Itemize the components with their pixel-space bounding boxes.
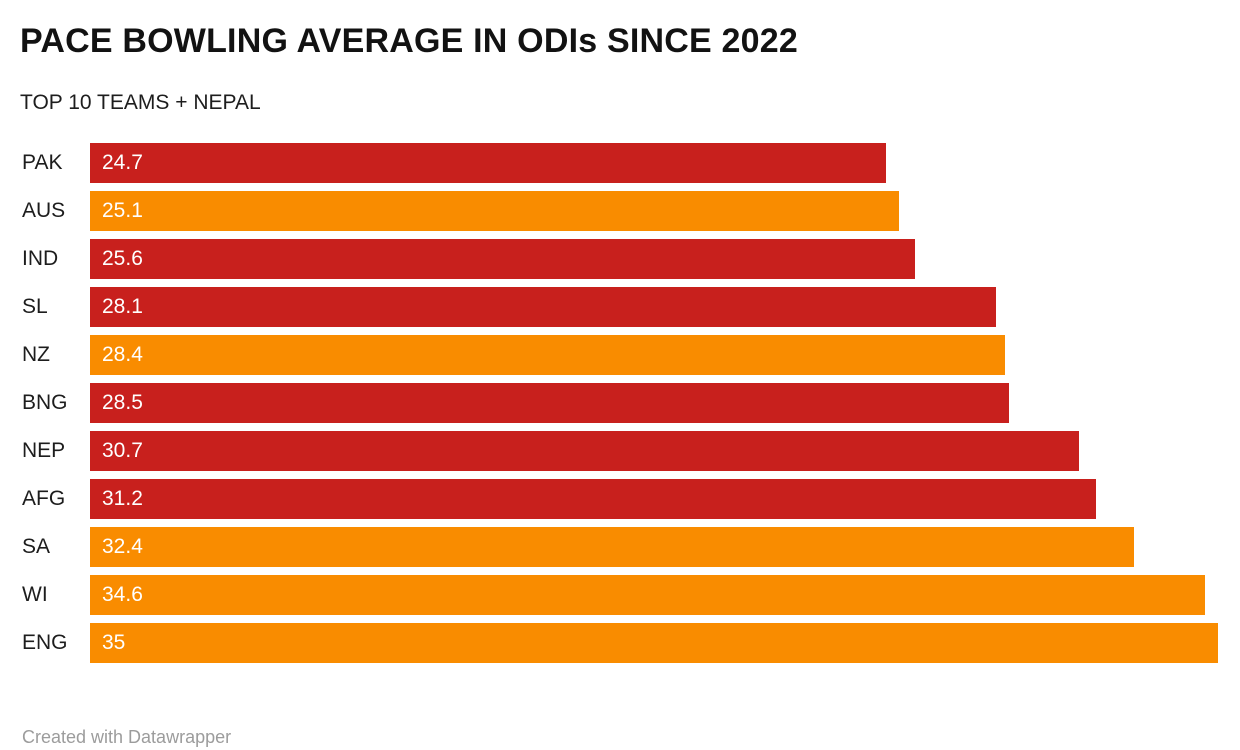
bar: 28.1 <box>90 287 996 327</box>
category-label: PAK <box>22 151 63 174</box>
value-label: 30.7 <box>102 439 143 462</box>
bar-track: 28.4 <box>90 335 1218 375</box>
value-label: 25.6 <box>102 247 143 270</box>
bar-track: 30.7 <box>90 431 1218 471</box>
bar: 28.4 <box>90 335 1006 375</box>
chart-title: PACE BOWLING AVERAGE IN ODIs SINCE 2022 <box>20 22 798 60</box>
bar-row: NZ 28.4 <box>0 335 1240 375</box>
value-label: 25.1 <box>102 199 143 222</box>
chart-page: PACE BOWLING AVERAGE IN ODIs SINCE 2022 … <box>0 22 1240 750</box>
value-label: 32.4 <box>102 535 143 558</box>
bar-track: 34.6 <box>90 575 1218 615</box>
bar: 25.1 <box>90 191 899 231</box>
category-label: SA <box>22 535 51 558</box>
value-label: 28.5 <box>102 391 143 414</box>
bar-row: PAK 24.7 <box>0 143 1240 183</box>
bar-track: 31.2 <box>90 479 1218 519</box>
value-label: 34.6 <box>102 583 143 606</box>
bar-row: SA 32.4 <box>0 527 1240 567</box>
bar: 25.6 <box>90 239 916 279</box>
category-label: BNG <box>22 391 68 414</box>
category-label: WI <box>22 583 48 606</box>
bar-track: 28.1 <box>90 287 1218 327</box>
bar-track: 25.6 <box>90 239 1218 279</box>
bar: 28.5 <box>90 383 1009 423</box>
value-label: 28.1 <box>102 295 143 318</box>
bar-row: AUS 25.1 <box>0 191 1240 231</box>
bar: 31.2 <box>90 479 1096 519</box>
bar-row: WI 34.6 <box>0 575 1240 615</box>
bar-chart: PAK 24.7 AUS 25.1 IND 25.6 SL 28.1 NZ 28.4 BNG 28.5… <box>0 143 1240 663</box>
bar: 30.7 <box>90 431 1080 471</box>
category-label: AUS <box>22 199 66 222</box>
bar-row: ENG 35 <box>0 623 1240 663</box>
bar-track: 24.7 <box>90 143 1218 183</box>
category-label: NZ <box>22 343 50 366</box>
bar-track: 25.1 <box>90 191 1218 231</box>
category-label: NEP <box>22 439 66 462</box>
bar-row: BNG 28.5 <box>0 383 1240 423</box>
bar-track: 28.5 <box>90 383 1218 423</box>
bar-track: 32.4 <box>90 527 1218 567</box>
bar: 35 <box>90 623 1218 663</box>
attribution-text: Created with Datawrapper <box>22 727 232 747</box>
category-label: AFG <box>22 487 66 510</box>
bar-row: IND 25.6 <box>0 239 1240 279</box>
bar: 24.7 <box>90 143 887 183</box>
value-label: 35 <box>102 631 126 654</box>
bar-row: AFG 31.2 <box>0 479 1240 519</box>
value-label: 31.2 <box>102 487 143 510</box>
category-label: ENG <box>22 631 68 654</box>
value-label: 24.7 <box>102 151 143 174</box>
bar: 32.4 <box>90 527 1135 567</box>
category-label: IND <box>22 247 59 270</box>
value-label: 28.4 <box>102 343 143 366</box>
chart-subtitle: TOP 10 TEAMS + NEPAL <box>20 91 261 114</box>
category-label: SL <box>22 295 48 318</box>
bar-row: SL 28.1 <box>0 287 1240 327</box>
bar: 34.6 <box>90 575 1206 615</box>
bar-row: NEP 30.7 <box>0 431 1240 471</box>
bar-track: 35 <box>90 623 1218 663</box>
